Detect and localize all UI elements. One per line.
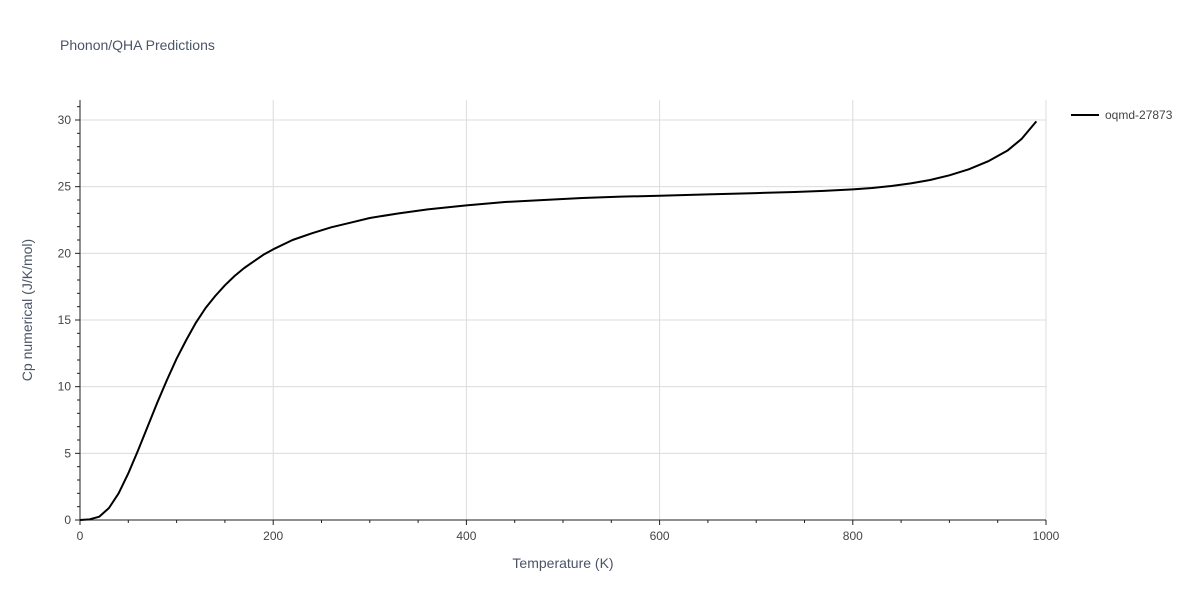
x-tick-label: 1000 <box>1033 529 1060 543</box>
y-tick-label: 5 <box>64 446 71 460</box>
y-tick-label: 25 <box>58 180 72 194</box>
axes-layer: 0 200 400 600 800 1000 0 5 10 15 20 25 30 <box>58 100 1060 543</box>
y-axis-title: Cp numerical (J/K/mol) <box>19 239 35 381</box>
x-tick-label: 200 <box>263 529 283 543</box>
legend-label: oqmd-27873 <box>1105 108 1173 122</box>
y-tick-label: 10 <box>58 380 72 394</box>
y-tick-label: 0 <box>64 513 71 527</box>
x-tick-label: 400 <box>456 529 476 543</box>
chart-title: Phonon/QHA Predictions <box>60 37 215 53</box>
legend[interactable]: oqmd-27873 <box>1071 108 1173 122</box>
x-axis-title: Temperature (K) <box>512 555 613 571</box>
x-tick-label: 800 <box>843 529 863 543</box>
y-tick-label: 30 <box>58 113 72 127</box>
x-tick-label: 600 <box>650 529 670 543</box>
grid-layer <box>80 100 1047 520</box>
y-tick-label: 20 <box>58 246 72 260</box>
series-layer <box>79 120 1038 521</box>
y-tick-label: 15 <box>58 313 72 327</box>
series-line-oqmd-27873[interactable] <box>79 120 1038 521</box>
x-tick-label: 0 <box>77 529 84 543</box>
